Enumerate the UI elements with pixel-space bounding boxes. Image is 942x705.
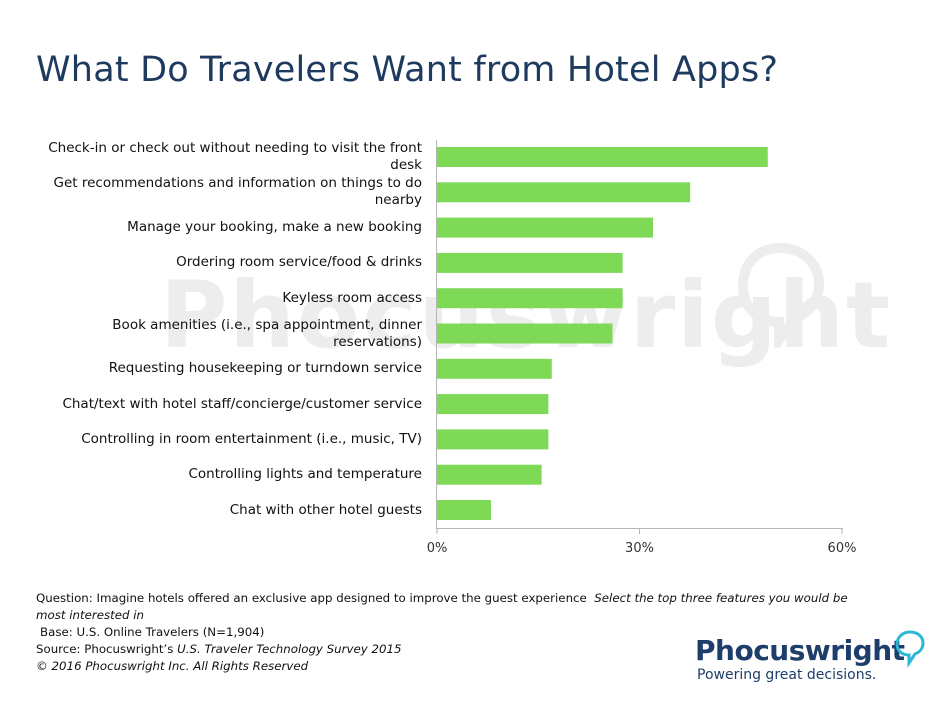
question-text: Question: Imagine hotels offered an excl… <box>36 591 587 605</box>
bar-9 <box>437 429 549 450</box>
category-label: Book amenities (i.e., spa appointment, d… <box>112 316 422 350</box>
source-title: U.S. Traveler Technology Survey 2015 <box>177 642 402 656</box>
category-label: Requesting housekeeping or turndown serv… <box>108 360 422 377</box>
ticks-group <box>436 528 843 534</box>
bar-7 <box>437 358 552 379</box>
logo-wordmark: Phocuswright <box>695 634 905 667</box>
brand-logo: Phocuswright Powering great decisions. <box>695 630 925 683</box>
category-label: Chat with other hotel guests <box>229 501 422 518</box>
bar-11 <box>437 500 491 520</box>
logo-bubble-icon <box>895 630 925 668</box>
category-label: Controlling in room entertainment (i.e.,… <box>81 430 422 447</box>
x-tick-label: 30% <box>625 541 654 556</box>
x-tick-label: 60% <box>827 541 857 556</box>
bar-5 <box>437 288 623 309</box>
bar-2 <box>437 182 691 203</box>
category-label: Ordering room service/food & drinks <box>176 254 422 271</box>
category-label: Keyless room access <box>282 289 422 306</box>
category-label: Check-in or check out without needing to… <box>48 140 422 173</box>
category-label: Get recommendations and information on t… <box>53 175 422 209</box>
copyright-note: © 2016 Phocuswright Inc. All Rights Rese… <box>36 659 309 673</box>
question-instruction: Select the top three features you would … <box>36 591 848 622</box>
source-note: Source: Phocuswright’s U.S. Traveler Tec… <box>36 641 876 658</box>
category-label: Chat/text with hotel staff/concierge/cus… <box>62 395 422 412</box>
watermark-bubble-icon <box>737 242 825 348</box>
bar-3 <box>437 217 653 238</box>
category-label: Controlling lights and temperature <box>188 466 422 483</box>
bar-8 <box>437 394 549 415</box>
bar-10 <box>437 464 542 485</box>
bar-1 <box>437 147 768 167</box>
logo-tagline: Powering great decisions. <box>697 667 877 683</box>
question-note: Question: Imagine hotels offered an excl… <box>36 590 876 624</box>
x-tick-label: 0% <box>426 541 448 556</box>
bar-6 <box>437 323 613 344</box>
base-note: Base: U.S. Online Travelers (N=1,904) <box>40 625 265 639</box>
source-prefix: Source: Phocuswright’s <box>36 642 174 656</box>
footnotes: Question: Imagine hotels offered an excl… <box>36 590 876 675</box>
page-title: What Do Travelers Want from Hotel Apps? <box>36 50 779 90</box>
bars-group <box>437 147 768 520</box>
bar-4 <box>437 252 623 273</box>
category-label: Manage your booking, make a new booking <box>127 219 422 236</box>
